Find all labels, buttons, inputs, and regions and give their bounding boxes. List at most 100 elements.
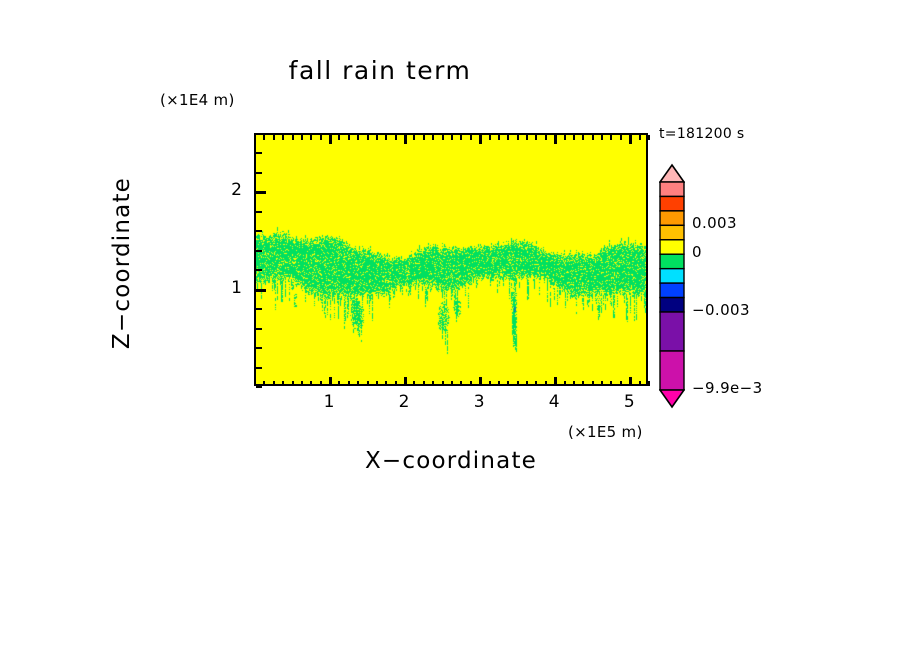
x-minor-tick — [320, 381, 322, 386]
x-major-tick-top — [554, 135, 557, 144]
x-minor-tick — [301, 381, 303, 386]
x-minor-tick-top — [517, 135, 519, 140]
x-minor-tick-top — [507, 135, 509, 140]
x-minor-tick — [442, 381, 444, 386]
x-minor-tick-top — [292, 135, 294, 140]
x-minor-tick-top — [489, 135, 491, 140]
x-minor-tick — [507, 381, 509, 386]
x-minor-tick-top — [526, 135, 528, 140]
x-minor-tick-top — [601, 135, 603, 140]
x-minor-tick — [385, 381, 387, 386]
x-minor-tick — [564, 381, 566, 386]
x-minor-tick-top — [582, 135, 584, 140]
x-minor-tick-top — [338, 135, 340, 140]
x-minor-tick — [263, 381, 265, 386]
y-minor-tick — [256, 250, 262, 252]
x-minor-tick — [610, 381, 612, 386]
x-minor-tick-top — [610, 135, 612, 140]
x-minor-tick — [620, 381, 622, 386]
x-major-tick-top — [329, 135, 332, 144]
x-minor-tick-top — [639, 135, 641, 140]
colorbar-band — [659, 282, 685, 299]
colorbar-tick-label: 0.003 — [692, 214, 737, 233]
x-minor-tick — [498, 381, 500, 386]
colorbar-band — [659, 267, 685, 284]
x-minor-tick — [423, 381, 425, 386]
x-minor-tick-top — [564, 135, 566, 140]
x-minor-tick — [273, 381, 275, 386]
colorbar-tick-label: −9.9e−3 — [692, 379, 763, 397]
x-major-tick-top — [404, 135, 407, 144]
y-axis-title: Z−coordinate — [109, 176, 135, 350]
y-minor-tick — [256, 347, 262, 349]
x-minor-tick-top — [385, 135, 387, 140]
x-minor-tick-top — [357, 135, 359, 140]
x-axis-title: X−coordinate — [364, 448, 538, 474]
x-minor-tick-top — [413, 135, 415, 140]
x-minor-tick — [282, 381, 284, 386]
x-minor-tick — [573, 381, 575, 386]
plot-area — [254, 133, 648, 386]
x-minor-tick — [310, 381, 312, 386]
x-minor-tick — [357, 381, 359, 386]
colorbar — [659, 160, 685, 409]
x-minor-tick — [526, 381, 528, 386]
x-major-tick-top — [629, 135, 632, 144]
x-minor-tick-top — [535, 135, 537, 140]
x-minor-tick-top — [451, 135, 453, 140]
x-minor-tick-top — [442, 135, 444, 140]
x-minor-tick-top — [460, 135, 462, 140]
x-minor-tick — [582, 381, 584, 386]
x-axis-unit-label: (×1E5 m) — [568, 423, 643, 441]
x-minor-tick — [517, 381, 519, 386]
x-minor-tick-top — [376, 135, 378, 140]
y-minor-tick — [256, 308, 262, 310]
x-minor-tick-top — [254, 135, 256, 140]
x-minor-tick-top — [310, 135, 312, 140]
colorbar-overflow-arrow-up — [659, 163, 685, 183]
x-tick-label: 1 — [323, 392, 335, 412]
y-minor-tick — [256, 328, 262, 330]
colorbar-tick-label: 0 — [692, 243, 702, 262]
x-tick-label: 3 — [473, 392, 485, 412]
colorbar-overflow-arrow-down — [659, 389, 685, 409]
x-minor-tick — [545, 381, 547, 386]
x-major-tick-top — [479, 135, 482, 144]
x-minor-tick-top — [367, 135, 369, 140]
y-minor-tick — [256, 211, 262, 213]
x-minor-tick — [648, 381, 650, 386]
y-minor-tick — [256, 386, 262, 388]
x-tick-label: 4 — [548, 392, 560, 412]
x-minor-tick — [367, 381, 369, 386]
x-minor-tick-top — [423, 135, 425, 140]
y-tick-label: 2 — [231, 180, 242, 201]
x-minor-tick-top — [573, 135, 575, 140]
y-major-tick — [256, 191, 266, 194]
colorbar-band — [659, 296, 685, 313]
x-minor-tick — [254, 381, 256, 386]
x-minor-tick — [292, 381, 294, 386]
x-major-tick — [329, 377, 332, 386]
y-minor-tick — [256, 230, 262, 232]
colorbar-band — [659, 253, 685, 270]
time-stamp-label: t=181200 s — [659, 126, 745, 142]
x-minor-tick — [535, 381, 537, 386]
x-minor-tick-top — [395, 135, 397, 140]
colorbar-band — [659, 311, 685, 352]
y-minor-tick — [256, 269, 262, 271]
y-axis-unit-label: (×1E4 m) — [160, 91, 235, 109]
x-minor-tick-top — [620, 135, 622, 140]
y-minor-tick — [256, 367, 262, 369]
y-tick-label: 1 — [231, 277, 242, 298]
x-minor-tick-top — [592, 135, 594, 140]
x-minor-tick — [376, 381, 378, 386]
colorbar-band — [659, 210, 685, 227]
x-minor-tick-top — [545, 135, 547, 140]
colorbar-band — [659, 224, 685, 241]
colorbar-band — [659, 350, 685, 391]
x-minor-tick-top — [348, 135, 350, 140]
x-major-tick — [404, 377, 407, 386]
x-tick-label: 5 — [623, 392, 635, 412]
x-minor-tick-top — [282, 135, 284, 140]
